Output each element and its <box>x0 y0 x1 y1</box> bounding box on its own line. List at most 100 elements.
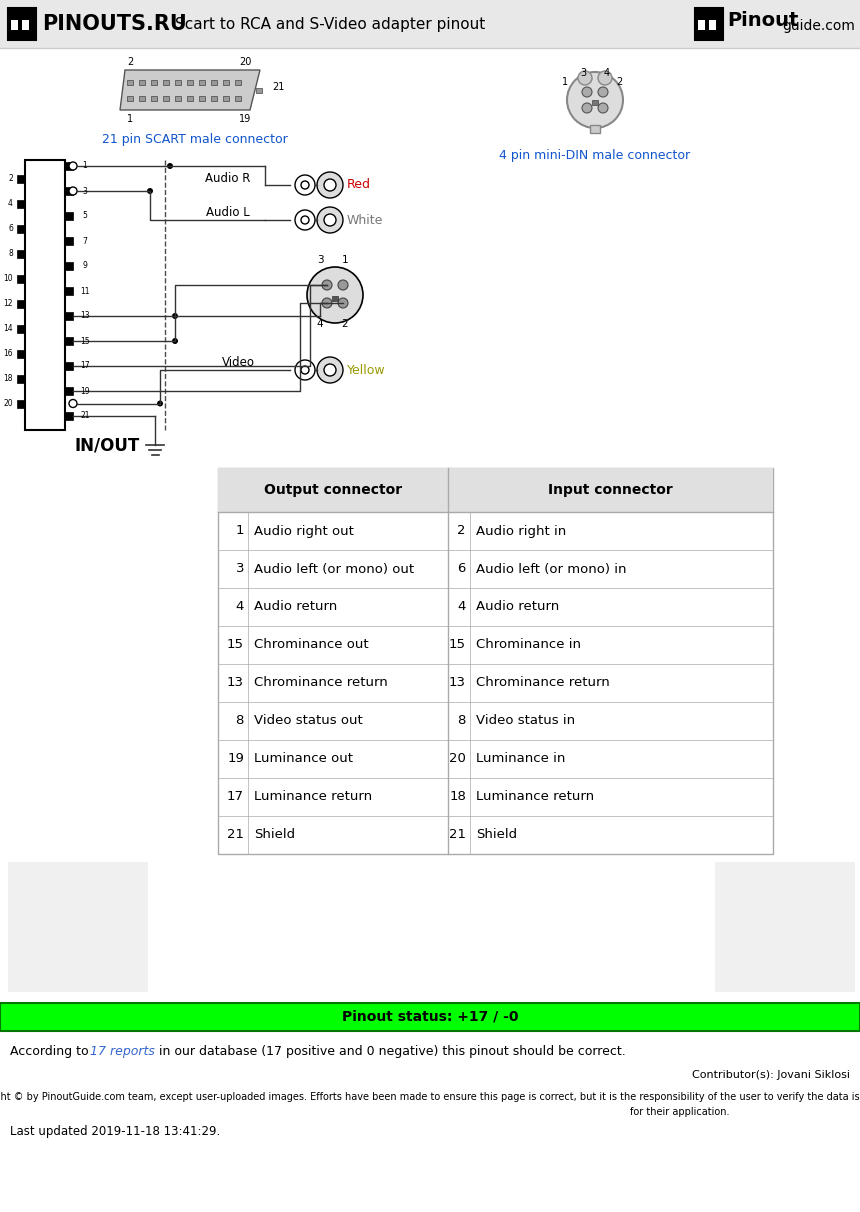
Circle shape <box>301 216 309 224</box>
Text: Audio right out: Audio right out <box>254 525 353 537</box>
Text: 17: 17 <box>80 361 89 371</box>
FancyBboxPatch shape <box>127 96 133 101</box>
Text: Chrominance out: Chrominance out <box>254 639 369 652</box>
FancyBboxPatch shape <box>163 80 169 85</box>
FancyBboxPatch shape <box>17 299 25 308</box>
Text: 21: 21 <box>449 829 466 841</box>
Text: 3: 3 <box>316 255 323 265</box>
Circle shape <box>338 298 348 308</box>
Circle shape <box>578 72 592 85</box>
Text: Pinout status: +17 / -0: Pinout status: +17 / -0 <box>341 1010 519 1024</box>
FancyBboxPatch shape <box>709 21 716 30</box>
Text: Pinout: Pinout <box>727 11 798 29</box>
Text: 6: 6 <box>458 562 466 576</box>
Circle shape <box>157 400 163 406</box>
Circle shape <box>301 366 309 375</box>
Text: 2: 2 <box>127 57 133 67</box>
Text: 1: 1 <box>83 161 88 171</box>
FancyBboxPatch shape <box>65 238 73 245</box>
FancyBboxPatch shape <box>695 8 723 40</box>
Circle shape <box>172 313 178 319</box>
FancyBboxPatch shape <box>0 0 860 48</box>
Text: 19: 19 <box>239 114 251 124</box>
FancyBboxPatch shape <box>715 862 855 991</box>
Circle shape <box>322 298 332 308</box>
FancyBboxPatch shape <box>256 88 262 93</box>
Text: Audio return: Audio return <box>254 600 337 613</box>
Text: Scart to RCA and S-Video adapter pinout: Scart to RCA and S-Video adapter pinout <box>175 17 485 32</box>
Circle shape <box>582 103 592 113</box>
Text: 14: 14 <box>3 324 13 333</box>
Circle shape <box>172 338 178 344</box>
Text: Audio L: Audio L <box>206 206 250 219</box>
FancyBboxPatch shape <box>151 80 157 85</box>
Text: 1: 1 <box>341 255 348 265</box>
FancyBboxPatch shape <box>332 296 338 301</box>
Text: 20: 20 <box>239 57 251 67</box>
Text: Copyright © by PinoutGuide.com team, except user-uploaded images. Efforts have b: Copyright © by PinoutGuide.com team, exc… <box>0 1092 860 1102</box>
Text: 17 reports: 17 reports <box>90 1045 155 1058</box>
FancyBboxPatch shape <box>175 96 181 101</box>
Text: 19: 19 <box>80 387 89 395</box>
Text: Last updated 2019-11-18 13:41:29.: Last updated 2019-11-18 13:41:29. <box>10 1126 220 1138</box>
Text: Chrominance in: Chrominance in <box>476 639 581 652</box>
Text: 18: 18 <box>449 790 466 804</box>
FancyBboxPatch shape <box>175 80 181 85</box>
Text: 2: 2 <box>458 525 466 537</box>
FancyBboxPatch shape <box>0 1004 860 1031</box>
Text: Luminance return: Luminance return <box>254 790 372 804</box>
Circle shape <box>598 72 612 85</box>
FancyBboxPatch shape <box>590 125 600 133</box>
Circle shape <box>322 280 332 290</box>
Text: in our database (17 positive and 0 negative) this pinout should be correct.: in our database (17 positive and 0 negat… <box>155 1045 626 1058</box>
Text: 1: 1 <box>127 114 133 124</box>
Text: 12: 12 <box>3 299 13 308</box>
Text: PINOUTS.RU: PINOUTS.RU <box>42 15 187 34</box>
FancyBboxPatch shape <box>65 212 73 221</box>
FancyBboxPatch shape <box>8 862 148 991</box>
Text: Video status out: Video status out <box>254 715 363 727</box>
FancyBboxPatch shape <box>65 162 73 170</box>
FancyBboxPatch shape <box>211 96 217 101</box>
Circle shape <box>167 162 173 168</box>
Text: According to: According to <box>10 1045 93 1058</box>
FancyBboxPatch shape <box>11 21 18 30</box>
Text: 10: 10 <box>3 274 13 282</box>
Text: 7: 7 <box>83 236 88 246</box>
FancyBboxPatch shape <box>139 96 145 101</box>
Circle shape <box>147 188 153 194</box>
Circle shape <box>295 210 315 230</box>
Text: Shield: Shield <box>476 829 517 841</box>
Text: Red: Red <box>347 178 371 191</box>
Circle shape <box>598 87 608 97</box>
FancyBboxPatch shape <box>163 96 169 101</box>
Text: 11: 11 <box>80 286 89 296</box>
FancyBboxPatch shape <box>17 274 25 282</box>
Circle shape <box>317 172 343 198</box>
Circle shape <box>317 207 343 233</box>
FancyBboxPatch shape <box>65 311 73 320</box>
Text: 8: 8 <box>458 715 466 727</box>
Text: Luminance out: Luminance out <box>254 753 353 766</box>
Text: 21: 21 <box>227 829 244 841</box>
Text: Video status in: Video status in <box>476 715 575 727</box>
Text: Audio return: Audio return <box>476 600 559 613</box>
Text: 13: 13 <box>80 311 89 320</box>
FancyBboxPatch shape <box>235 80 241 85</box>
Text: Shield: Shield <box>254 829 295 841</box>
Text: 1: 1 <box>236 525 244 537</box>
FancyBboxPatch shape <box>151 96 157 101</box>
FancyBboxPatch shape <box>25 160 65 430</box>
Text: 21: 21 <box>272 82 285 92</box>
Text: Audio left (or mono) out: Audio left (or mono) out <box>254 562 415 576</box>
FancyBboxPatch shape <box>199 80 205 85</box>
FancyBboxPatch shape <box>8 8 36 40</box>
Text: 8: 8 <box>9 248 13 258</box>
Circle shape <box>324 179 336 191</box>
Text: 15: 15 <box>449 639 466 652</box>
Text: 8: 8 <box>236 715 244 727</box>
FancyBboxPatch shape <box>17 375 25 383</box>
Circle shape <box>338 280 348 290</box>
Text: 3: 3 <box>236 562 244 576</box>
FancyBboxPatch shape <box>187 80 193 85</box>
